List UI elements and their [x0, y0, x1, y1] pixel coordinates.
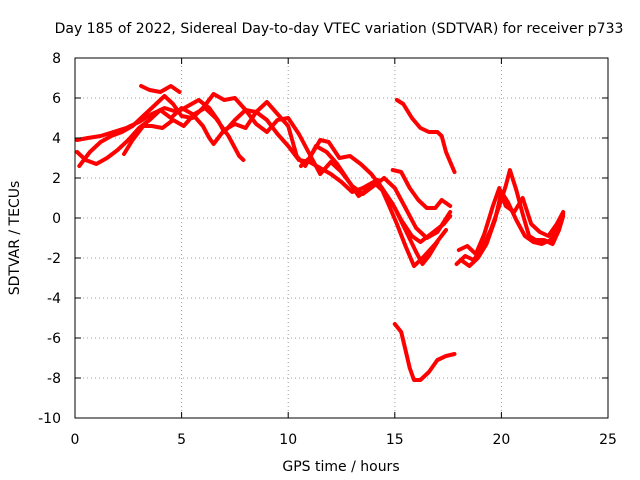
series-line-track-6 [299, 138, 453, 244]
x-axis-label: GPS time / hours [282, 459, 399, 475]
series-line-track-7 [390, 168, 453, 210]
series-line-track-11 [456, 186, 566, 256]
y-tick-label: -10 [38, 411, 61, 427]
y-tick-label: -6 [47, 331, 61, 347]
series-line-track-3 [77, 92, 453, 240]
chart-title: Day 185 of 2022, Sidereal Day-to-day VTE… [55, 21, 624, 37]
x-tick-label: 5 [177, 432, 186, 448]
series-line-track-9 [392, 322, 457, 382]
plot-frame [74, 57, 609, 419]
x-tick-label: 0 [71, 432, 80, 448]
tick-layer: 0 5 10 15 20 25 -10 -8 -6 -4 -2 0 2 4 6 8 [38, 51, 617, 448]
y-tick-label: 2 [52, 171, 61, 187]
y-tick-label: 0 [52, 211, 61, 227]
y-tick-label: -4 [47, 291, 61, 307]
series-line-track-8 [394, 98, 457, 174]
x-tick-label: 10 [279, 432, 297, 448]
series-line-track-12 [458, 190, 566, 268]
x-tick-label: 25 [599, 432, 617, 448]
series-line-track-4 [122, 106, 246, 162]
y-tick-label: 4 [52, 131, 61, 147]
y-tick-label: -2 [47, 251, 61, 267]
x-tick-label: 20 [492, 432, 510, 448]
data-layer [75, 84, 566, 382]
y-tick-label: 6 [52, 91, 61, 107]
series-line-track-5 [139, 84, 182, 94]
x-tick-label: 15 [386, 432, 404, 448]
y-axis-label: SDTVAR / TECUs [7, 181, 23, 296]
y-tick-label: -8 [47, 371, 61, 387]
y-tick-label: 8 [52, 51, 61, 67]
